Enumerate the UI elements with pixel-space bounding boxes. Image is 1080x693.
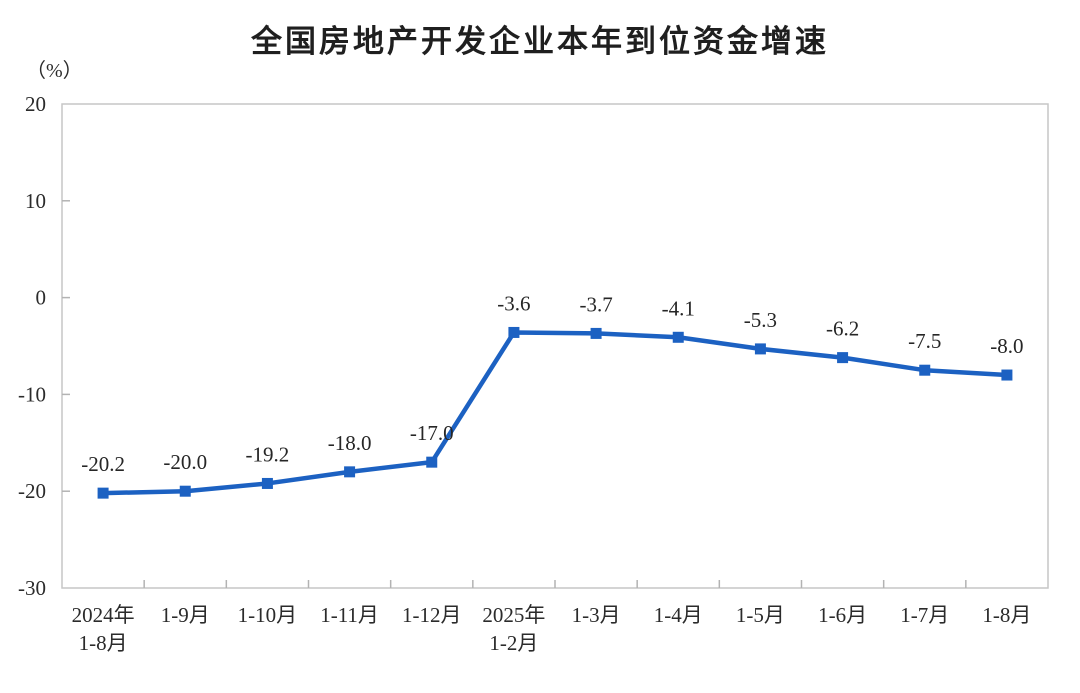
data-point-marker [672,331,684,343]
x-axis-category-label: 2024年 [72,603,135,627]
x-axis-category-label: 1-5月 [736,603,785,627]
x-axis-category-label: 1-7月 [900,603,949,627]
y-axis-tick-label: 20 [25,92,46,116]
data-point-marker [754,343,766,355]
x-axis-category-label: 1-9月 [161,603,210,627]
y-axis-tick-label: -30 [18,576,46,600]
data-point-marker [590,327,602,339]
data-point-label: -6.2 [826,317,859,341]
data-point-marker [261,477,273,489]
data-point-label: -20.0 [163,450,207,474]
data-point-label: -20.2 [81,452,125,476]
x-axis-category-label: 1-2月 [489,631,538,655]
x-axis-category-label: 1-8月 [982,603,1031,627]
plot-area-border [61,103,1049,589]
data-point-marker [426,456,438,468]
data-line [100,330,1010,496]
x-axis-category-label: 1-8月 [79,631,128,655]
y-axis-tick-label: 10 [25,189,46,213]
y-axis-unit-label: （%） [26,60,83,82]
data-point-label: -5.3 [744,308,777,332]
data-point-label: -8.0 [990,334,1023,358]
data-point-marker [344,466,356,478]
x-axis-category-label: 2025年 [482,603,545,627]
x-axis-category-label: 1-4月 [654,603,703,627]
y-axis-tick-label: -20 [18,479,46,503]
x-axis-category-label: 1-6月 [818,603,867,627]
data-point-label: -18.0 [328,431,372,455]
data-point-marker [508,326,520,338]
chart-title: 全国房地产开发企业本年到位资金增速 [251,24,829,59]
data-point-label: -3.6 [497,291,530,315]
data-point-label: -19.2 [246,442,290,466]
x-axis-category-label: 1-11月 [320,603,379,627]
data-point-marker [1001,369,1013,381]
data-point-label: -3.7 [579,292,612,316]
data-point-marker [837,352,849,364]
x-axis-category-label: 1-10月 [238,603,298,627]
y-axis-tick-label: 0 [36,286,47,310]
data-point-marker [919,364,931,376]
data-point-label: -4.1 [662,296,695,320]
data-point-label: -7.5 [908,329,941,353]
data-point-marker [97,487,109,499]
data-point-marker [179,485,191,497]
data-point-label: -17.0 [410,421,454,445]
y-axis-tick-label: -10 [18,382,46,406]
x-axis-category-label: 1-12月 [402,603,462,627]
x-axis-category-label: 1-3月 [572,603,621,627]
